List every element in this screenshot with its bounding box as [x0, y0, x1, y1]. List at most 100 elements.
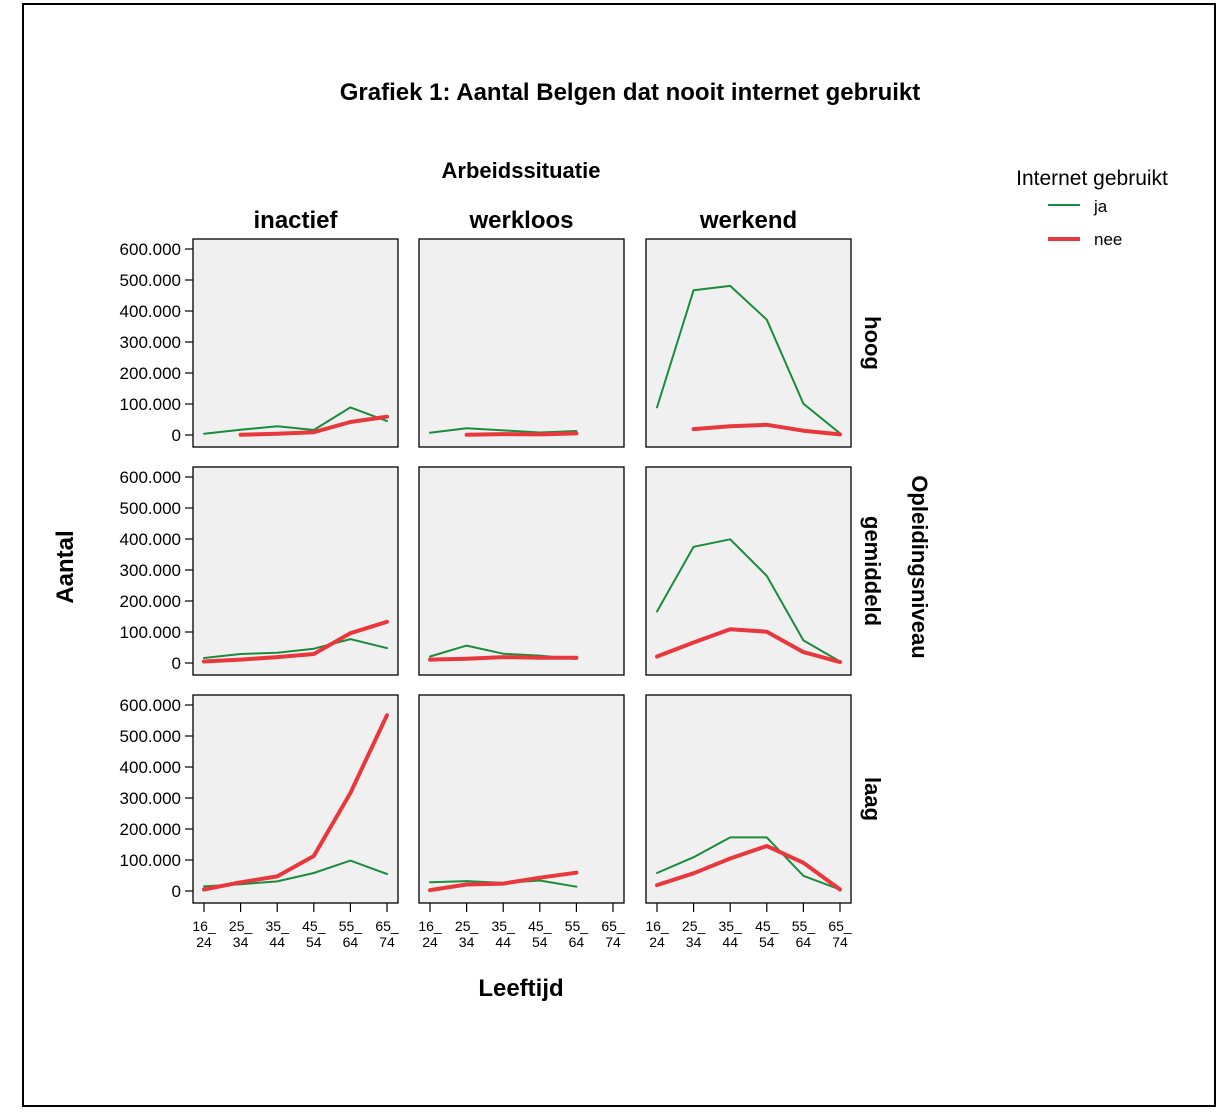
panel-gemiddeld-werkend [645, 466, 852, 676]
series-line-nee [691, 422, 842, 437]
x-tick-label: 44 [722, 934, 738, 950]
panel-background [418, 694, 625, 904]
y-tick-label: 0 [172, 882, 181, 901]
row-label-laag: laag [860, 777, 885, 821]
y-tick-label: 500.000 [120, 727, 181, 746]
x-tick-label: 34 [459, 934, 475, 950]
column-header: Arbeidssituatie [442, 158, 601, 183]
y-tick-label: 100.000 [120, 851, 181, 870]
panel-laag-werkloos: 16_24 25_34 35_44 45_54 55_64 65_74 [418, 694, 625, 950]
x-tick-label: 34 [233, 934, 249, 950]
x-tick-label: 35_ [266, 918, 290, 934]
series-line-nee [464, 431, 579, 437]
x-tick-label: 54 [759, 934, 775, 950]
panel-background [645, 694, 852, 904]
x-tick-label: 55_ [792, 918, 816, 934]
x-tick-label: 25_ [229, 918, 253, 934]
panel-laag-inactief: 0 100.000 200.000 300.000 400.000 500.000 600.… [120, 694, 399, 950]
y-tick-label: 300.000 [120, 789, 181, 808]
x-tick-label: 16_ [192, 918, 216, 934]
series-line-nee [655, 844, 842, 892]
x-tick-label: 64 [343, 934, 359, 950]
y-tick-label: 400.000 [120, 302, 181, 321]
series-line-nee [238, 414, 389, 437]
x-tick-label: 44 [269, 934, 285, 950]
panel-hoog-werkend [645, 238, 852, 448]
x-tick-label: 24 [196, 934, 212, 950]
y-tick-label: 300.000 [120, 561, 181, 580]
x-tick-label: 35_ [719, 918, 743, 934]
x-tick-label: 25_ [455, 918, 479, 934]
legend: Internet gebruikt ja nee [1016, 167, 1168, 249]
panel-background [645, 466, 852, 676]
series-line-nee [655, 627, 842, 665]
x-tick-label: 45_ [528, 918, 552, 934]
x-tick-label: 54 [532, 934, 548, 950]
series-line-ja [656, 836, 841, 891]
y-tick-label: 500.000 [120, 271, 181, 290]
x-tick-label: 44 [495, 934, 511, 950]
y-tick-label: 100.000 [120, 623, 181, 642]
x-tick-label: 34 [686, 934, 702, 950]
y-tick-label: 0 [172, 426, 181, 445]
y-tick-label: 600.000 [120, 696, 181, 715]
x-tick-label: 74 [379, 934, 395, 950]
y-tick-label: 200.000 [120, 820, 181, 839]
row-label-gemiddeld: gemiddeld [860, 516, 885, 626]
legend-label-ja: ja [1093, 197, 1108, 216]
y-tick-label: 200.000 [120, 364, 181, 383]
y-tick-label: 600.000 [120, 240, 181, 259]
y-tick-label: 600.000 [120, 468, 181, 487]
panel-hoog-werkloos [418, 238, 625, 448]
x-tick-label: 25_ [682, 918, 706, 934]
series-line-ja [203, 638, 388, 659]
series-line-nee [202, 619, 389, 664]
series-line-ja [429, 427, 578, 434]
panel-background [418, 238, 625, 448]
x-tick-label: 16_ [645, 918, 669, 934]
legend-label-nee: nee [1094, 230, 1122, 249]
panel-hoog-inactief: 0 100.000 200.000 300.000 400.000 500.000 600.… [120, 238, 399, 448]
x-tick-label: 74 [832, 934, 848, 950]
panel-gemiddeld-werkloos [418, 466, 625, 676]
panel-background [192, 466, 399, 676]
y-tick-label: 400.000 [120, 758, 181, 777]
series-line-nee [428, 655, 579, 662]
panel-grid: inactief werkloos werkend hoog gemiddeld laag… [120, 207, 885, 950]
x-tick-label: 45_ [302, 918, 326, 934]
column-label-werkend: werkend [699, 207, 797, 234]
y-tick-label: 200.000 [120, 592, 181, 611]
x-tick-label: 24 [649, 934, 665, 950]
panel-background [192, 694, 399, 904]
panel-gemiddeld-inactief: 0 100.000 200.000 300.000 400.000 500.000 600.… [120, 466, 399, 676]
series-line-ja [656, 538, 841, 663]
x-tick-label: 54 [306, 934, 322, 950]
y-tick-label: 500.000 [120, 499, 181, 518]
x-tick-label: 24 [422, 934, 438, 950]
y-tick-label: 300.000 [120, 333, 181, 352]
x-tick-label: 45_ [755, 918, 779, 934]
x-tick-label: 55_ [565, 918, 589, 934]
x-tick-label: 55_ [339, 918, 363, 934]
x-axis-label: Leeftijd [478, 975, 563, 1002]
series-line-nee [428, 870, 579, 893]
y-axis-label: Aantal [52, 530, 79, 603]
panel-background [418, 466, 625, 676]
chart-title: Grafiek 1: Aantal Belgen dat nooit inter… [340, 79, 921, 106]
x-tick-label: 64 [569, 934, 585, 950]
panel-laag-werkend: 16_24 25_34 35_44 45_54 55_64 65_74 [645, 694, 852, 950]
series-line-ja [656, 284, 841, 435]
row-header: Opleidingsniveau [907, 475, 932, 658]
series-line-nee [202, 713, 389, 892]
x-tick-label: 74 [605, 934, 621, 950]
y-tick-label: 0 [172, 654, 181, 673]
panel-background [192, 238, 399, 448]
x-tick-label: 16_ [418, 918, 442, 934]
y-tick-label: 100.000 [120, 395, 181, 414]
x-tick-label: 65_ [828, 918, 852, 934]
panel-background [645, 238, 852, 448]
x-tick-label: 65_ [601, 918, 625, 934]
column-label-inactief: inactief [253, 207, 338, 234]
x-tick-label: 35_ [492, 918, 516, 934]
